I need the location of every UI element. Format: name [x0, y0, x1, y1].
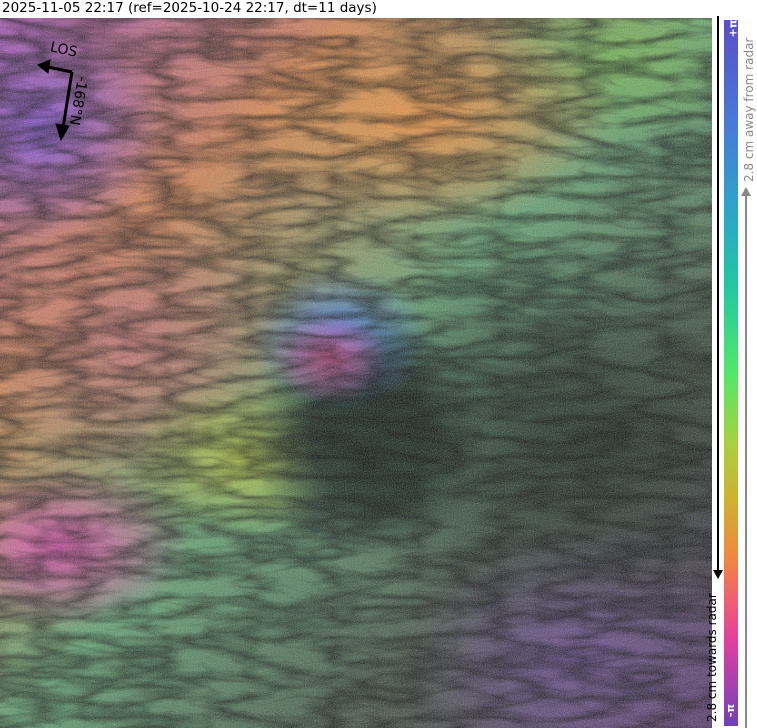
colorbar-top-label: +π — [726, 19, 740, 38]
interferogram-image: LOS -168°N — [0, 18, 712, 728]
interferogram-title: 2025-11-05 22:17 (ref=2025-10-24 22:17, … — [2, 0, 377, 16]
towards-arrow-line — [717, 16, 719, 576]
phase-colorbar — [724, 20, 738, 726]
away-label: 2.8 cm away from radar — [742, 37, 756, 182]
los-arrow — [47, 65, 73, 74]
towards-arrowhead-icon — [713, 570, 723, 579]
away-arrowhead-icon — [741, 187, 751, 196]
away-arrow-line — [745, 196, 747, 728]
towards-label: 2.8 cm towards radar — [705, 593, 719, 722]
terrain-texture — [0, 18, 712, 728]
los-compass — [37, 59, 74, 142]
colorbar-bottom-label: -π — [724, 703, 738, 718]
heading-arrow — [61, 71, 74, 129]
